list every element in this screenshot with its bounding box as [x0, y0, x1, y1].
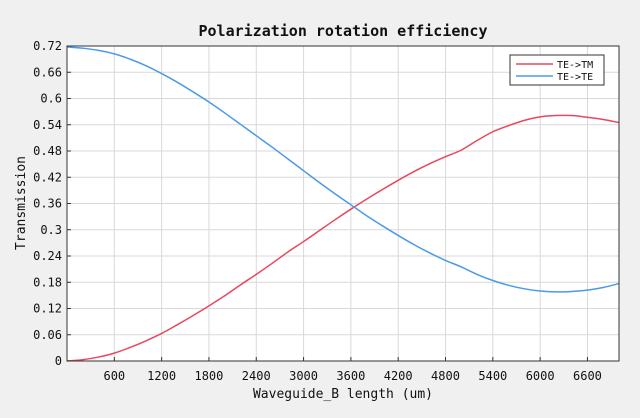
series-line-te-tm [66, 114, 620, 362]
x-tick-label: 6600 [573, 369, 602, 383]
x-tick-label: 1800 [194, 369, 223, 383]
chart-title: Polarization rotation efficiency [199, 22, 488, 40]
y-tick-label: 0.3 [40, 223, 62, 237]
x-tick-label: 3000 [289, 369, 318, 383]
legend-label-te-tm: TE->TM [557, 60, 593, 71]
series-line-te-te [66, 46, 620, 293]
y-tick-label: 0 [55, 354, 62, 368]
y-tick-label: 0.48 [33, 144, 62, 158]
x-tick-label: 1200 [147, 369, 176, 383]
grid-lines [67, 45, 619, 362]
y-tick-label: 0.06 [33, 328, 62, 342]
x-tick-label: 4800 [431, 369, 460, 383]
y-tick-label: 0.36 [33, 197, 62, 211]
tick-labels: 600 1200 1800 2400 3000 3600 4200 4800 5400 6000 6… [33, 39, 602, 383]
series-layer [66, 46, 620, 362]
y-tick-label: 0.24 [33, 249, 62, 263]
y-tick-label: 0.12 [33, 302, 62, 316]
y-tick-label: 0.66 [33, 65, 62, 79]
x-tick-label: 2400 [242, 369, 271, 383]
y-axis-label: Transmission [14, 156, 29, 250]
x-tick-label: 3600 [336, 369, 365, 383]
x-axis-label: Waveguide_B length (um) [253, 387, 433, 402]
legend-box [509, 54, 605, 86]
x-tick-label: 4200 [384, 369, 413, 383]
y-tick-label: 0.18 [33, 275, 62, 289]
axis-ticks [67, 45, 588, 362]
legend: TE->TM TE->TE [509, 54, 605, 86]
y-tick-label: 0.6 [40, 92, 62, 106]
y-tick-label: 0.54 [33, 118, 62, 132]
y-tick-label: 0.42 [33, 170, 62, 184]
x-tick-label: 6000 [526, 369, 555, 383]
legend-label-te-te: TE->TE [557, 72, 593, 83]
x-tick-label: 600 [103, 369, 125, 383]
x-tick-label: 5400 [478, 369, 507, 383]
y-tick-label: 0.72 [33, 39, 62, 53]
